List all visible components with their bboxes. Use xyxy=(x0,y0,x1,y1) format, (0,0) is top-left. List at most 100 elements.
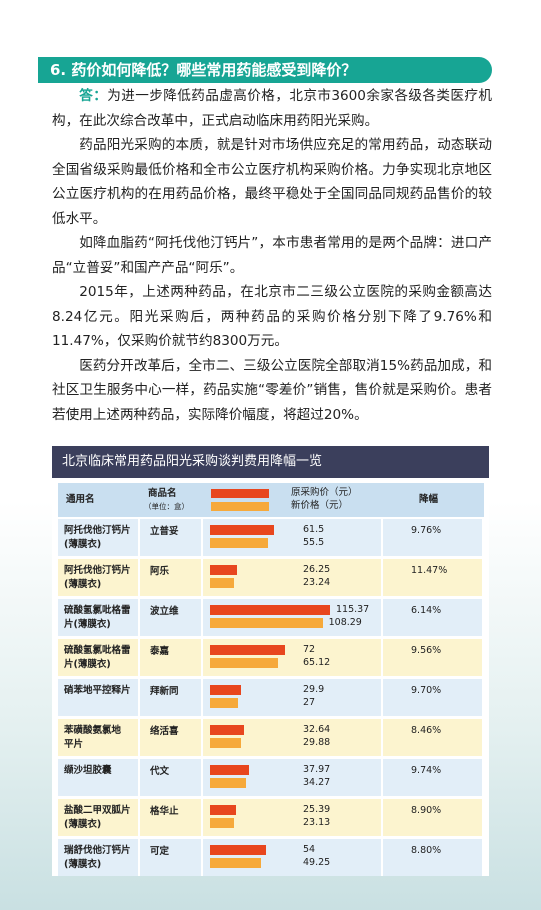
header-row xyxy=(58,483,484,517)
price-label: 34.27 xyxy=(303,777,331,788)
legend-swatch xyxy=(211,489,269,498)
price-bar xyxy=(210,738,242,748)
drug-name: 瑞舒伐他汀钙片 (薄膜衣) xyxy=(64,845,131,870)
header-brand: 商品名 xyxy=(148,488,177,499)
reduction: 9.74% xyxy=(411,765,442,776)
table-title: 北京临床常用药品阳光采购谈判费用降幅一览 xyxy=(52,446,489,478)
row-cell xyxy=(58,759,138,796)
price-label: 72 xyxy=(303,644,316,655)
row-cell xyxy=(383,679,482,716)
price-bar xyxy=(210,725,244,735)
row-cell xyxy=(383,799,482,836)
row-cell xyxy=(140,519,201,556)
price-label: 23.24 xyxy=(303,577,331,588)
brand-name: 立普妥 xyxy=(150,526,179,537)
paragraph-text: 为进一步降低药品虚高价格，北京市3600余家各级各类医疗机构，在此次综合改革中，… xyxy=(52,88,493,129)
price-label: 61.5 xyxy=(303,524,325,535)
price-label: 115.37 xyxy=(335,604,370,615)
answer-label: 答： xyxy=(79,88,108,104)
price-label: 26.25 xyxy=(303,564,331,575)
paragraph: 如降血脂药“阿托伐他汀钙片”，本市患者常用的是两个品牌：进口产品“立普妥”和国产… xyxy=(52,231,492,280)
brand-name: 络活喜 xyxy=(150,726,179,737)
row-cell xyxy=(383,639,482,676)
brand-name: 拜新同 xyxy=(150,686,179,697)
price-bar xyxy=(210,565,238,575)
price-label: 49.25 xyxy=(303,857,331,868)
price-bar xyxy=(210,805,237,815)
price-bar xyxy=(210,578,235,588)
price-label: 32.64 xyxy=(303,724,331,735)
reduction: 6.14% xyxy=(411,605,442,616)
price-label: 55.5 xyxy=(303,537,325,548)
price-bar xyxy=(210,858,262,868)
body-text: 答：为进一步降低药品虚高价格，北京市3600余家各级各类医疗机构，在此次综合改革… xyxy=(52,84,492,427)
price-bar xyxy=(210,525,274,535)
paragraph-text: 医药分开改革后，全市二、三级公立医院全部取消15%药品加成，和社区卫生服务中心一… xyxy=(52,357,492,423)
reduction: 9.70% xyxy=(411,685,442,696)
reduction: 8.80% xyxy=(411,845,442,856)
price-label: 108.29 xyxy=(328,617,362,628)
reduction: 8.90% xyxy=(411,805,442,816)
row-cell xyxy=(383,519,482,556)
row-cell xyxy=(58,559,138,596)
price-label: 65.12 xyxy=(303,657,331,668)
drug-name: 硝苯地平控释片 xyxy=(64,685,131,696)
drug-name: 阿托伐他汀钙片 (薄膜衣) xyxy=(64,565,131,590)
price-bar xyxy=(210,818,235,828)
legend-label: 新价格（元） xyxy=(291,500,349,511)
reduction: 11.47% xyxy=(411,565,448,576)
row-cell xyxy=(58,719,138,756)
price-label: 27 xyxy=(303,697,316,708)
price-bar xyxy=(210,658,278,668)
header-reduction: 降幅 xyxy=(419,494,439,505)
brand-name: 阿乐 xyxy=(150,566,170,577)
drug-name: 缬沙坦胶囊 xyxy=(64,765,112,776)
legend-swatch xyxy=(211,502,269,511)
price-bar xyxy=(210,765,250,775)
brand-name: 可定 xyxy=(150,846,170,857)
brand-name: 泰嘉 xyxy=(150,646,170,657)
price-bar xyxy=(210,538,268,548)
row-cell xyxy=(58,599,138,636)
row-cell xyxy=(383,559,482,596)
header-name: 通用名 xyxy=(66,494,95,505)
price-bar xyxy=(210,618,323,628)
row-cell xyxy=(140,839,201,876)
price-bar xyxy=(210,845,267,855)
price-table: 北京临床常用药品阳光采购谈判费用降幅一览 通用名 商品名 （单位：盒） 原采购价（元）… xyxy=(52,446,489,876)
brand-name: 波立维 xyxy=(150,606,179,617)
paragraph-text: 如降血脂药“阿托伐他汀钙片”，本市患者常用的是两个品牌：进口产品“立普妥”和国产… xyxy=(52,235,492,276)
legend-label: 原采购价（元） xyxy=(291,487,358,498)
price-label: 37.97 xyxy=(303,764,331,775)
drug-name: 苯磺酸氨氯地 平片 xyxy=(64,725,122,750)
row-cell xyxy=(140,719,201,756)
brand-name: 格华止 xyxy=(150,806,179,817)
price-bar xyxy=(210,778,246,788)
row-cell xyxy=(140,799,201,836)
row-cell xyxy=(383,599,482,636)
row-cell xyxy=(383,759,482,796)
row-cell xyxy=(140,679,201,716)
reduction: 9.56% xyxy=(411,645,442,656)
price-bar xyxy=(210,685,242,695)
paragraph: 药品阳光采购的本质，就是针对市场供应充足的常用药品，动态联动全国省级采购最低价格… xyxy=(52,133,492,231)
drug-name: 盐酸二甲双胍片 (薄膜衣) xyxy=(64,805,131,830)
drug-name: 硫酸氢氯吡格雷 片(薄膜衣) xyxy=(64,605,131,630)
price-bar xyxy=(210,698,239,708)
row-cell xyxy=(140,639,201,676)
row-cell xyxy=(58,679,138,716)
header-brand-unit: （单位：盒） xyxy=(144,502,189,511)
row-cell xyxy=(140,599,201,636)
reduction: 8.46% xyxy=(411,725,442,736)
drug-name: 硫酸氢氯吡格雷 片(薄膜衣) xyxy=(64,645,131,670)
section-heading: 6. 药价如何降低？哪些常用药能感受到降价？ xyxy=(38,57,492,83)
paragraph-text: 2015年，上述两种药品，在北京市二三级公立医院的采购金额高达8.24亿元。阳光… xyxy=(52,284,492,349)
price-label: 29.9 xyxy=(303,684,325,695)
price-bar xyxy=(210,605,330,615)
row-cell xyxy=(58,799,138,836)
row-cell xyxy=(58,839,138,876)
row-cell xyxy=(140,559,201,596)
row-cell xyxy=(383,839,482,876)
brand-name: 代文 xyxy=(150,766,170,777)
